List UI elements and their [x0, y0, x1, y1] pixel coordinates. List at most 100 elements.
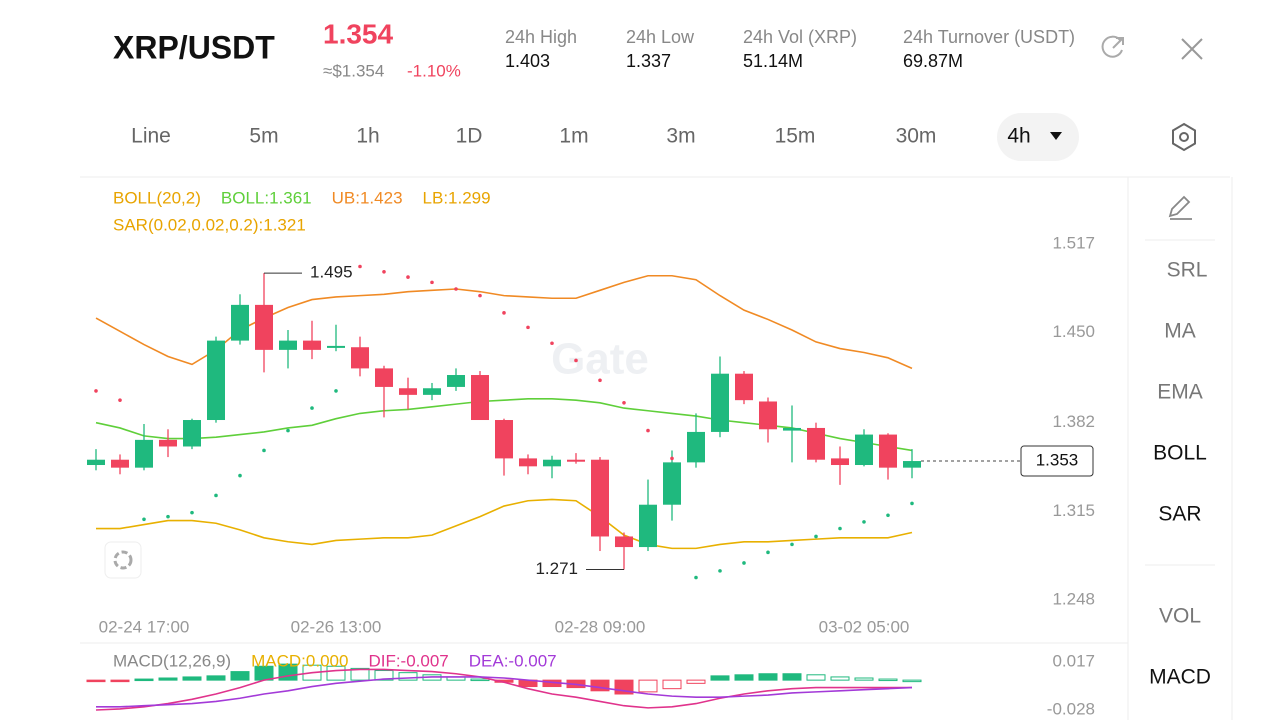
y-tick-label: 1.450: [1052, 322, 1095, 341]
watermark: Gate: [551, 335, 649, 384]
sar-dot: [646, 428, 650, 433]
candle-body: [567, 459, 585, 462]
indicator-item[interactable]: BOLL: [1153, 442, 1207, 465]
y-tick-label: 1.382: [1052, 412, 1095, 431]
macd-bar: [806, 674, 826, 681]
indicator-item[interactable]: SAR: [1158, 503, 1201, 526]
candle-body: [663, 462, 681, 505]
pencil-icon: [1168, 195, 1192, 220]
sar-dot: [454, 287, 458, 291]
stats: 24h Turnover (USDT) 69.87M: [903, 27, 1075, 71]
stats: 24h High 1.403 24h Low 1.337 24h Vol (XRP) 51…: [505, 27, 857, 71]
legend-entry: MACD:0.000: [251, 651, 348, 670]
stat-label: 24h High: [505, 27, 577, 47]
interval-tab[interactable]: 5m: [249, 125, 278, 148]
sar-dot: [310, 406, 314, 410]
interval-tab[interactable]: 1D: [456, 125, 483, 148]
indicator-item[interactable]: EMA: [1157, 381, 1203, 404]
settings-icon: [1172, 122, 1196, 152]
sar-dot: [550, 341, 554, 346]
interval-tab[interactable]: 1m: [559, 125, 588, 148]
y-tick-label: 1.315: [1052, 501, 1095, 520]
y-tick-label: 0.017: [1052, 651, 1095, 670]
interval-tab[interactable]: 30m: [896, 125, 937, 148]
stat-label: 24h Vol (XRP): [743, 27, 857, 47]
sar-dot: [430, 280, 434, 285]
sar-dot: [406, 275, 410, 279]
interval-tab[interactable]: 3m: [666, 125, 695, 148]
candle-body: [591, 459, 609, 537]
candle-body: [87, 459, 105, 466]
button-icon: [113, 550, 133, 570]
close-icon: [1181, 38, 1203, 60]
indicator-item[interactable]: VOL: [1159, 605, 1201, 628]
macd-line: [96, 676, 913, 708]
sar-dot: [190, 510, 194, 515]
candle-body: [519, 458, 537, 467]
tab-selected-bg: [997, 113, 1079, 161]
sar-dot: [718, 569, 722, 573]
sar-dot: [166, 514, 170, 519]
candle-body: [735, 373, 753, 401]
candle-body: [135, 439, 153, 468]
candle-body: [543, 459, 561, 467]
x-tick-label: 02-24 17:00: [99, 617, 190, 636]
stat-label: 24h Turnover (USDT): [903, 27, 1075, 47]
candle-body: [423, 388, 441, 395]
sar-dot: [94, 389, 98, 393]
interval-tab[interactable]: Line: [131, 125, 171, 148]
macd-bar: [110, 679, 130, 683]
boll-line: [96, 498, 913, 550]
candle-body: [255, 304, 273, 350]
interval-tab[interactable]: 4h: [1007, 125, 1030, 148]
indicator-item[interactable]: MA: [1164, 320, 1196, 343]
macd-bar: [350, 667, 370, 681]
candle-body: [183, 420, 201, 447]
macd-bar: [182, 676, 202, 681]
stat-value: 69.87M: [903, 51, 963, 71]
macd-bar: [374, 670, 394, 681]
share-icon: [1112, 37, 1124, 49]
screenshot-button[interactable]: [104, 541, 142, 579]
stat-label: 24h Low: [626, 27, 695, 47]
candle-body: [303, 340, 321, 350]
interval-tab[interactable]: 1h: [356, 125, 379, 148]
candle-body: [831, 458, 849, 466]
macd-bar: [470, 678, 490, 682]
settings-button[interactable]: [1172, 122, 1196, 152]
last-price-label: 1.353: [1036, 451, 1079, 470]
sar-dot: [766, 550, 770, 555]
draw-tool-button[interactable]: [1168, 195, 1192, 220]
stat-value: 1.337: [626, 51, 671, 71]
dropdown-arrow[interactable]: [1050, 132, 1062, 140]
sar-dot: [526, 325, 530, 330]
candle-body: [399, 388, 417, 395]
legend-entry: BOLL:1.361: [221, 188, 312, 207]
indicator-item[interactable]: MACD: [1149, 666, 1211, 689]
macd-bar: [710, 675, 730, 681]
legend-entry: BOLL(20,2): [113, 188, 201, 207]
sar-dot: [238, 473, 242, 478]
legend-entry: DIF:-0.007: [368, 651, 448, 670]
macd-bar: [230, 671, 250, 681]
indicator-item[interactable]: SRL: [1167, 259, 1208, 282]
candle-body: [903, 461, 921, 468]
candle-body: [351, 347, 369, 369]
macd-bar: [734, 674, 754, 681]
indicator-menu: SRL MA EMA BOLL SAR VOL MACD: [1149, 259, 1211, 689]
candle-body: [159, 439, 177, 447]
candle-body: [879, 434, 897, 468]
share-button[interactable]: [1101, 35, 1124, 58]
close-button[interactable]: [1181, 38, 1203, 60]
candle-body: [471, 375, 489, 421]
price-change: -1.10%: [407, 61, 461, 80]
sar-dot: [622, 401, 626, 405]
last-price: 1.354: [323, 18, 393, 49]
macd-bar: [638, 679, 658, 693]
sar-dot: [862, 520, 866, 524]
candle-body: [327, 345, 345, 348]
interval-tab[interactable]: 15m: [775, 125, 816, 148]
sar-dot: [694, 575, 698, 580]
plot-area: [86, 264, 922, 711]
stat-value: 51.14M: [743, 51, 803, 71]
